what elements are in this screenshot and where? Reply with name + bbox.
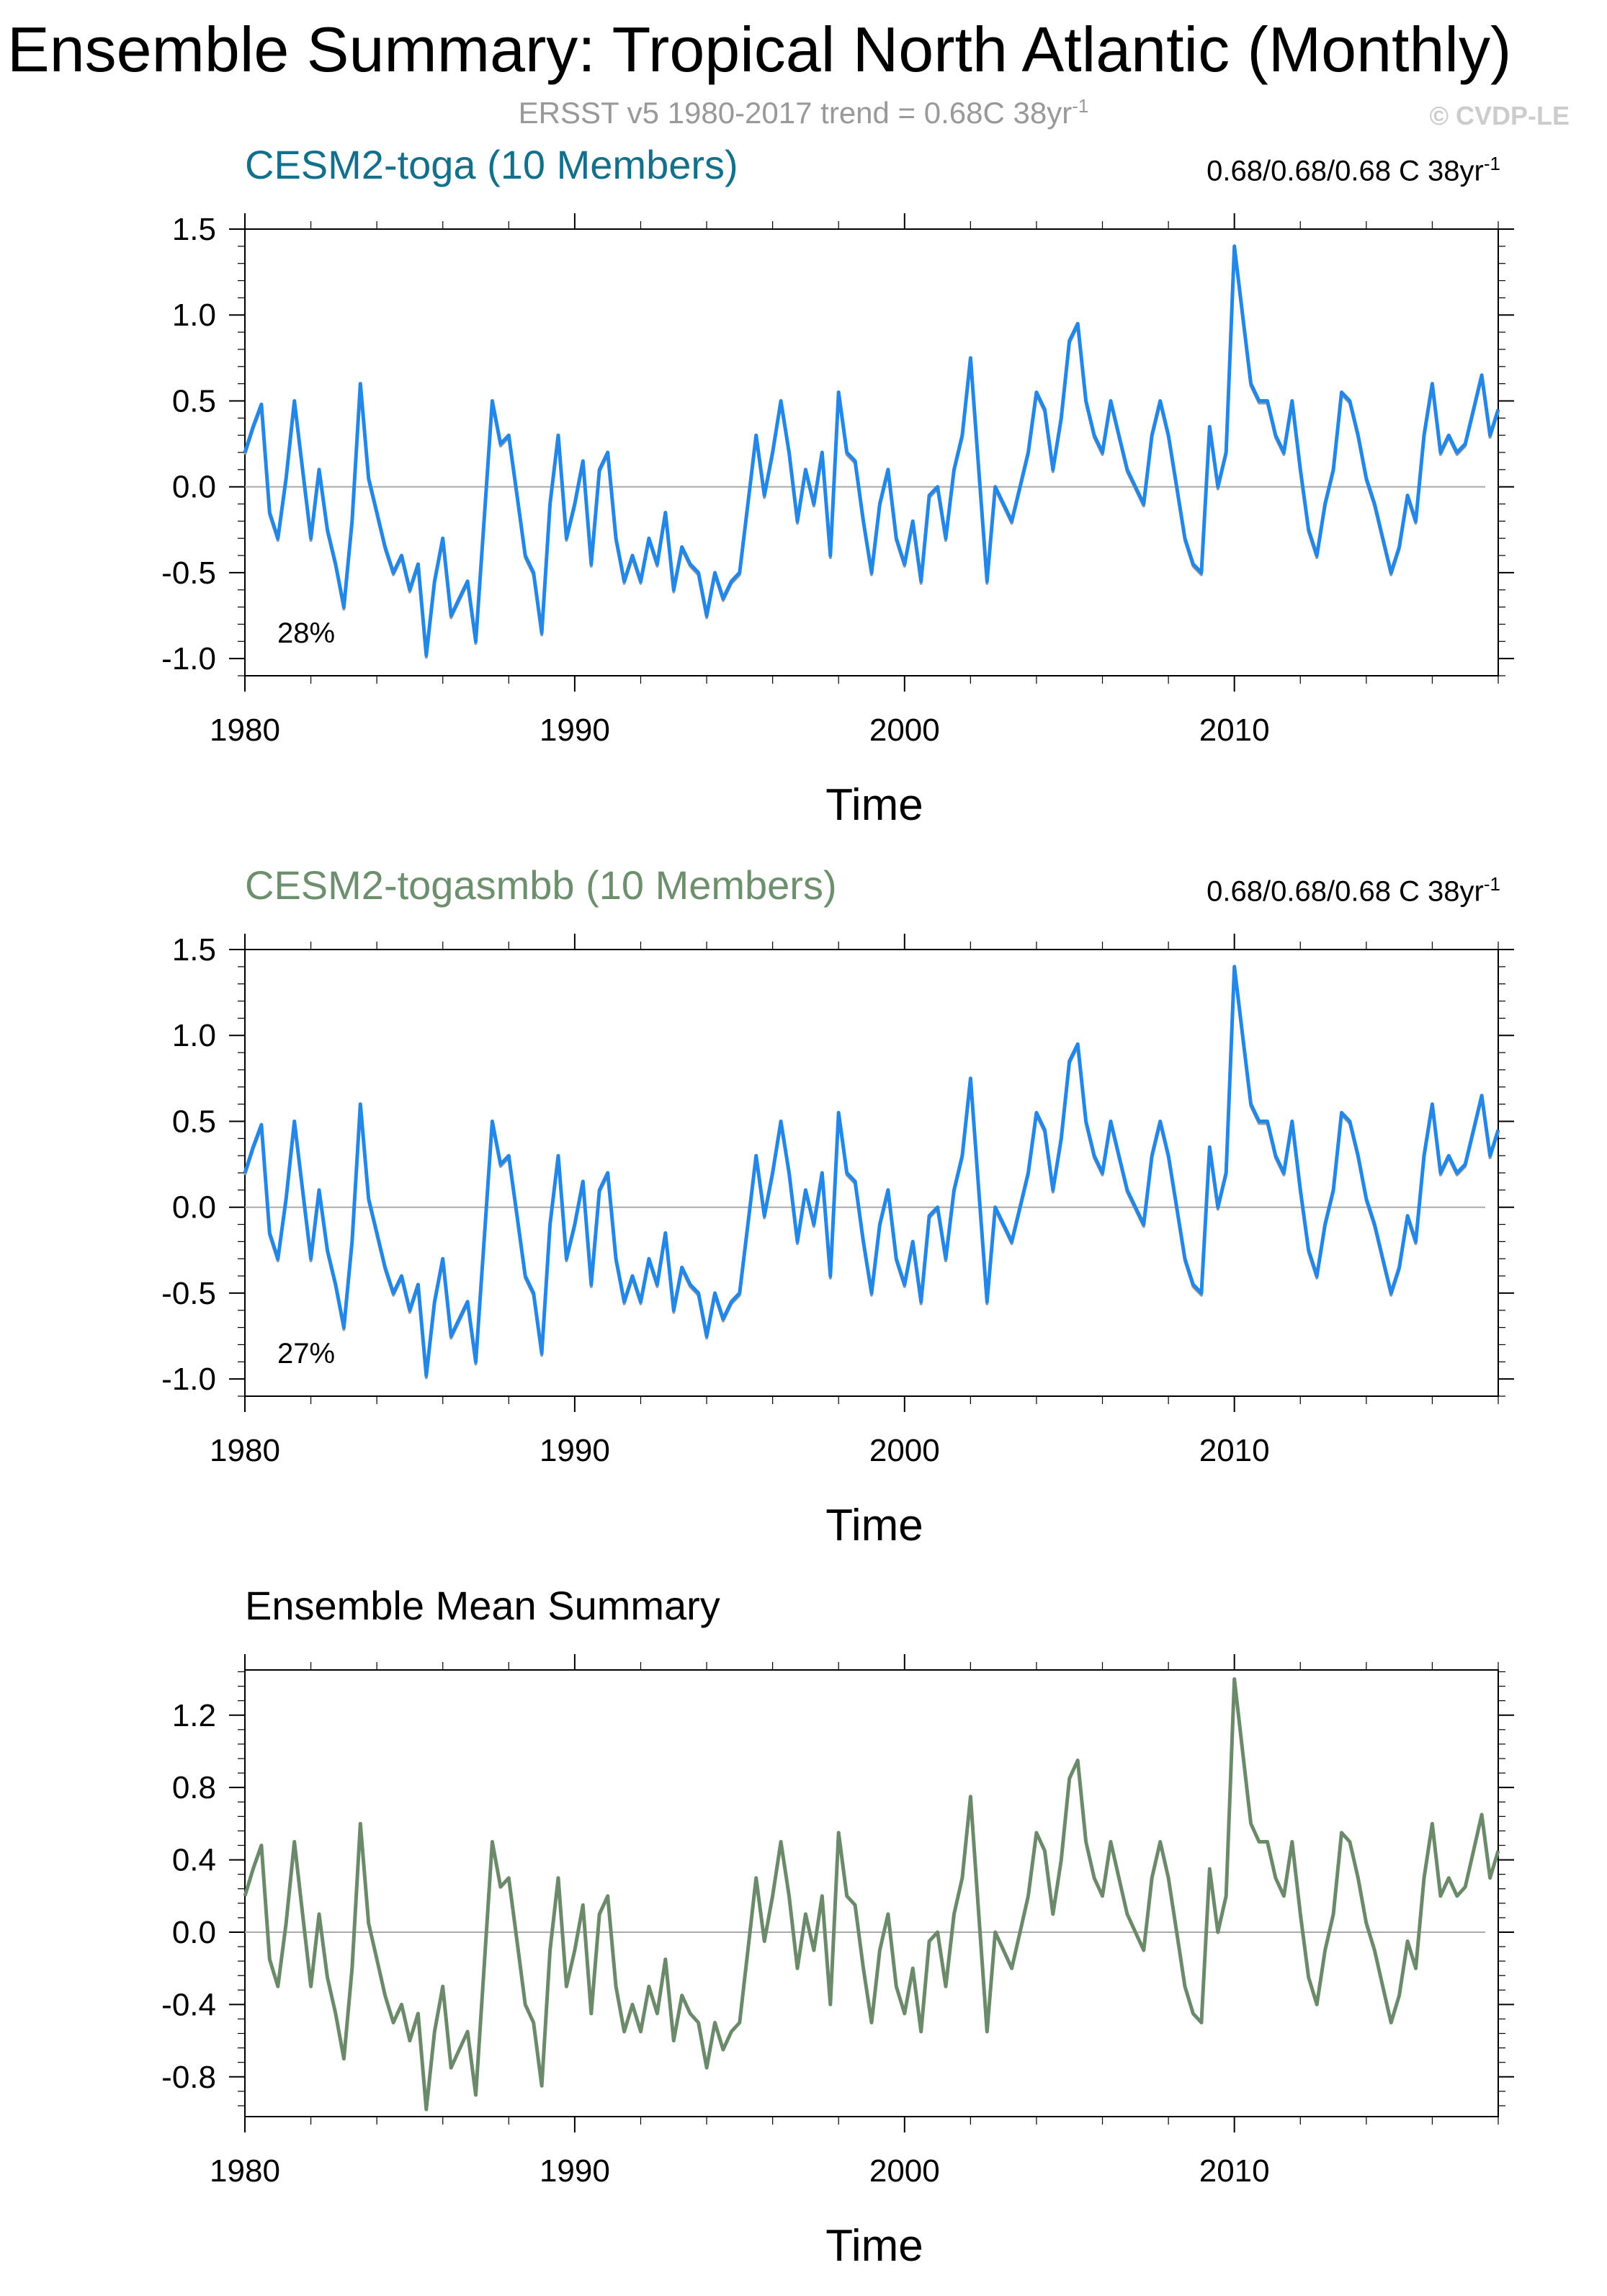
panel-1-trend: 0.68/0.68/0.68 C 38yr-1: [1207, 153, 1500, 187]
panel-2-trend-exponent: -1: [1483, 873, 1500, 895]
panel-2-title: CESM2-togasmbb (10 Members): [245, 862, 837, 908]
panel-1-trend-exponent: -1: [1483, 153, 1500, 174]
y-tick-label: 1.2: [172, 1698, 216, 1733]
y-tick-label: -0.4: [161, 1987, 216, 2022]
y-tick-label: 0.4: [172, 1843, 216, 1878]
x-tick-label: 2000: [869, 713, 940, 748]
x-tick-label: 1990: [540, 1433, 610, 1468]
panel-1-x-axis-label: Time: [825, 780, 923, 830]
panel-3-title: Ensemble Mean Summary: [245, 1583, 720, 1628]
series-line: [243, 1677, 1500, 2112]
y-tick-label: -1.0: [161, 1362, 216, 1397]
y-tick-label: -0.5: [161, 555, 216, 591]
y-tick-label: -0.8: [161, 2060, 216, 2095]
y-tick-label: -0.5: [161, 1276, 216, 1311]
y-tick-label: -1.0: [161, 641, 216, 676]
x-tick-label: 2000: [869, 2153, 940, 2189]
figure-subtitle: ERSST v5 1980-2017 trend = 0.68C 38yr-1: [0, 95, 1607, 130]
panel-1-title: CESM2-toga (10 Members): [245, 142, 738, 187]
x-tick-label: 1980: [210, 2153, 280, 2189]
series-line: [243, 244, 1500, 657]
y-tick-label: 0.0: [172, 1915, 216, 1950]
y-tick-label: 0.0: [172, 470, 216, 505]
x-tick-label: 2010: [1199, 1433, 1270, 1468]
figure-title: Ensemble Summary: Tropical North Atlanti…: [7, 14, 1512, 85]
x-tick-label: 2010: [1199, 713, 1270, 748]
panel-2-trend-text: 0.68/0.68/0.68 C 38yr: [1207, 875, 1484, 908]
chart-panel-3: -0.8 -0.4 0.0 0.4 0.8 1.2 1980 1990 2000 2010: [161, 1654, 1514, 2189]
y-tick-label: 1.0: [172, 298, 216, 333]
x-tick-label: 2000: [869, 1433, 940, 1468]
chart-panel-1: -1.0 -0.5 0.0 0.5 1.0 1.5 1980 1990 2000 2010: [161, 212, 1514, 748]
y-tick-label: 0.5: [172, 1104, 216, 1139]
y-tick-label: 1.5: [172, 932, 216, 968]
x-tick-label: 1980: [210, 1433, 280, 1468]
y-tick-label: 1.0: [172, 1018, 216, 1053]
copyright-label: © CVDP-LE: [1429, 101, 1570, 130]
y-tick-label: 1.5: [172, 212, 216, 247]
x-tick-label: 1980: [210, 713, 280, 748]
subtitle-exponent: -1: [1072, 95, 1089, 117]
panel-2-x-axis-label: Time: [825, 1501, 923, 1550]
subtitle-text: ERSST v5 1980-2017 trend = 0.68C 38yr: [518, 96, 1073, 130]
panel-1-percent-label: 28%: [277, 617, 336, 649]
chart-panel-2: -1.0 -0.5 0.0 0.5 1.0 1.5 1980 1990 2000 2010: [161, 932, 1514, 1468]
panel-2-trend: 0.68/0.68/0.68 C 38yr-1: [1207, 873, 1500, 908]
panel-1-trend-text: 0.68/0.68/0.68 C 38yr: [1207, 155, 1484, 187]
panel-3-x-axis-label: Time: [825, 2221, 923, 2271]
y-tick-label: 0.5: [172, 383, 216, 419]
y-tick-label: 0.8: [172, 1770, 216, 1805]
x-tick-label: 1990: [540, 2153, 610, 2189]
series-line: [243, 965, 1500, 1377]
x-tick-label: 2010: [1199, 2153, 1270, 2189]
x-tick-label: 1990: [540, 713, 610, 748]
panel-2-percent-label: 27%: [277, 1338, 336, 1370]
y-tick-label: 0.0: [172, 1190, 216, 1225]
